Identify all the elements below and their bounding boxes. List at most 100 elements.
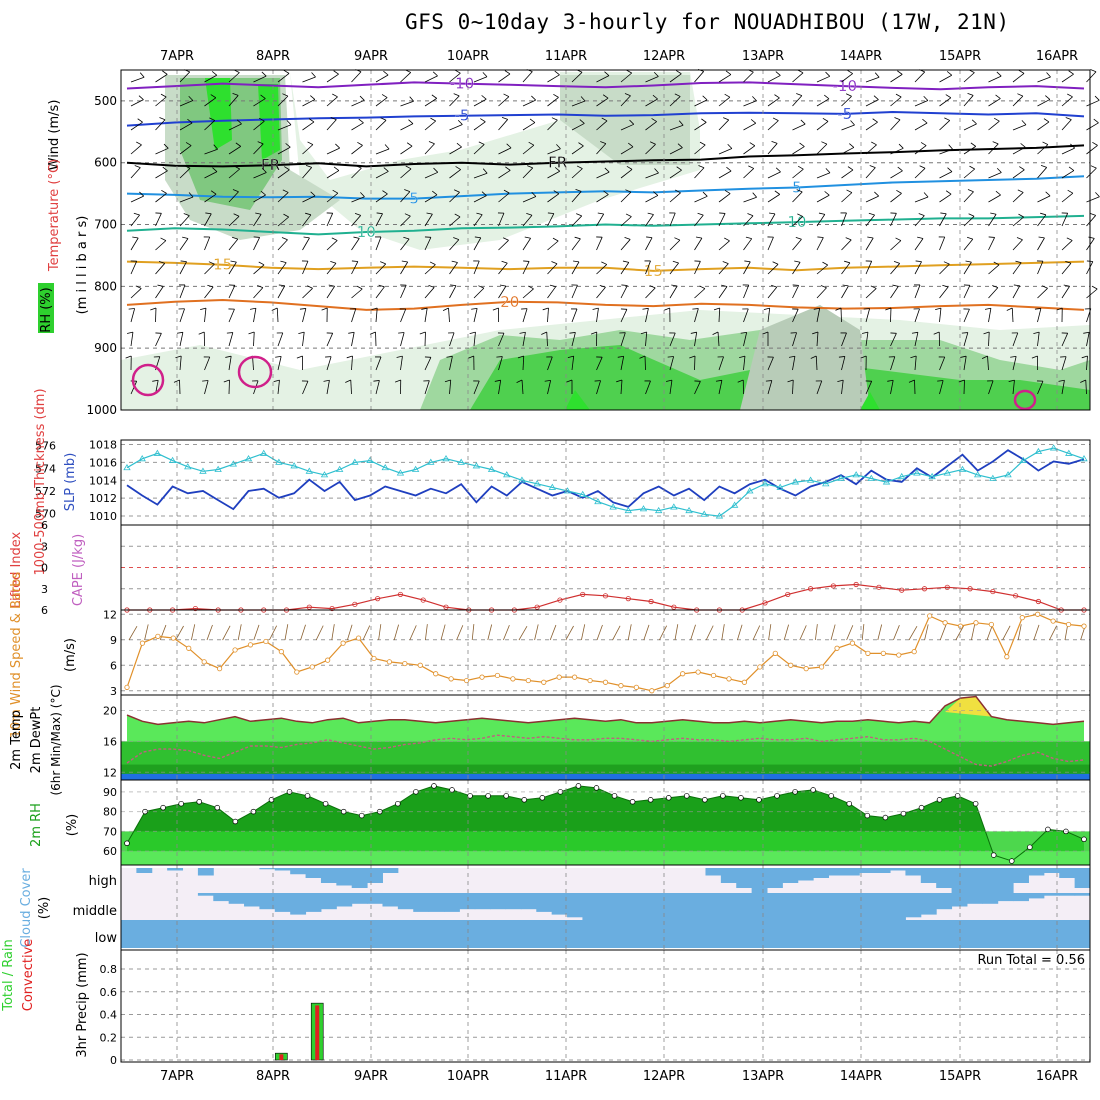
wind-barb-flag (345, 379, 351, 383)
wind10-point (510, 676, 516, 682)
wind-barb (424, 237, 432, 251)
wind-barb (963, 123, 977, 131)
rh-point (702, 797, 708, 803)
wind10-barb (191, 624, 196, 641)
lifted-point (443, 604, 449, 610)
wind10-barb (362, 625, 371, 641)
wind-barb (375, 380, 380, 395)
slp-point (700, 510, 708, 517)
slp-point (290, 462, 298, 469)
wind-barb-flag (937, 380, 944, 382)
wind-barb-flag (409, 96, 414, 102)
rh-point (665, 795, 672, 801)
wind-barb-flag (474, 236, 481, 239)
wind-barb (130, 237, 139, 251)
cloud-cell (797, 868, 814, 881)
wind-barb (767, 171, 781, 179)
wind-barb-flag (260, 94, 266, 99)
wind-barb (816, 380, 823, 395)
wind-barb-flag (430, 117, 436, 122)
wind-barb-flag (333, 166, 340, 171)
wind10-point (309, 664, 315, 670)
wind-barb (351, 167, 362, 179)
wind-barb-flag (234, 165, 240, 170)
wind-barb-flag (404, 213, 411, 217)
wind-barb (718, 380, 723, 395)
wind-barb-flag (175, 355, 182, 359)
wind-barb (694, 214, 704, 227)
wind-barb (1012, 124, 1027, 131)
upper-wind-barbs (125, 69, 1100, 395)
lifted-point (306, 604, 312, 610)
wind-barb-flag (306, 285, 313, 289)
wind10-point (186, 645, 192, 651)
wind10-point (803, 666, 809, 672)
wind-barb-flag (678, 120, 684, 126)
precip-convective-bar (315, 1005, 320, 1060)
wind-barb (645, 308, 649, 323)
wind-barb (792, 72, 804, 83)
wind-barb (816, 194, 830, 203)
wind-barb-flag (210, 94, 217, 99)
wind-barb (351, 261, 359, 275)
wind-barb (130, 144, 142, 155)
wind-barb-flag (652, 94, 658, 100)
wind-barb-flag (278, 284, 285, 287)
wind-barb (694, 261, 701, 275)
wind-barb-flag (825, 71, 831, 77)
wind-barb (424, 287, 435, 299)
axis-label-cape: CAPE (J/kg) (71, 534, 86, 606)
wind-barb (351, 238, 360, 251)
pressure-tick-label: 800 (94, 279, 117, 293)
wind-barb (1061, 73, 1074, 83)
wind-barb-flag (935, 307, 942, 311)
wind-barb (743, 238, 753, 251)
wind-barb-flag (892, 284, 899, 287)
wind10-point (818, 664, 825, 670)
precip-tick-label: 0.8 (100, 963, 118, 976)
lifted-point (192, 605, 198, 612)
wind-barb-flag (893, 261, 900, 264)
wind-barb-flag (910, 355, 917, 359)
wind-barb (155, 333, 162, 347)
wind-barb (865, 76, 880, 83)
temp-tick-label: 12 (103, 766, 117, 779)
wind-barb-flag (567, 355, 574, 358)
wind-barb-flag (794, 260, 801, 263)
wind-barb-flag (775, 167, 781, 173)
wind-barb (302, 214, 312, 227)
wind-barb (400, 168, 412, 179)
wind-barb (228, 191, 239, 203)
wind-barb (449, 239, 460, 251)
wind-barb-flag (542, 307, 549, 311)
wind-barb-flag (933, 331, 940, 335)
wind-barb (743, 284, 750, 299)
wind-barb (669, 73, 682, 83)
wind-barb (498, 285, 507, 299)
wind-barb-flag (335, 143, 340, 149)
wind-barb (253, 237, 260, 251)
wind-barb (204, 380, 209, 395)
slp-point (624, 506, 632, 514)
wind-barb (473, 308, 478, 323)
temp-warm-patch (945, 696, 992, 717)
wind-barb-flag (664, 307, 670, 311)
wind-barb (521, 380, 524, 395)
wind-barb-flag (1091, 285, 1098, 290)
rh-point (124, 840, 130, 847)
wind-barb-flag (923, 192, 929, 198)
wind-barb-flag (674, 237, 681, 241)
wind10-barb (425, 624, 428, 641)
panel-frame (120, 439, 1091, 526)
cloud-cell (890, 893, 906, 920)
wind-barb (620, 285, 628, 299)
wind-barb-flag (382, 190, 388, 195)
wind10-point (525, 677, 531, 684)
wind-barb-flag (849, 143, 855, 148)
wind-barb (914, 215, 925, 227)
date-label-top: 13APR (742, 49, 784, 64)
wind10-barb (315, 625, 324, 641)
wind-barb (547, 148, 561, 155)
wind-barb (375, 356, 382, 371)
wind-barb-flag (723, 117, 729, 121)
